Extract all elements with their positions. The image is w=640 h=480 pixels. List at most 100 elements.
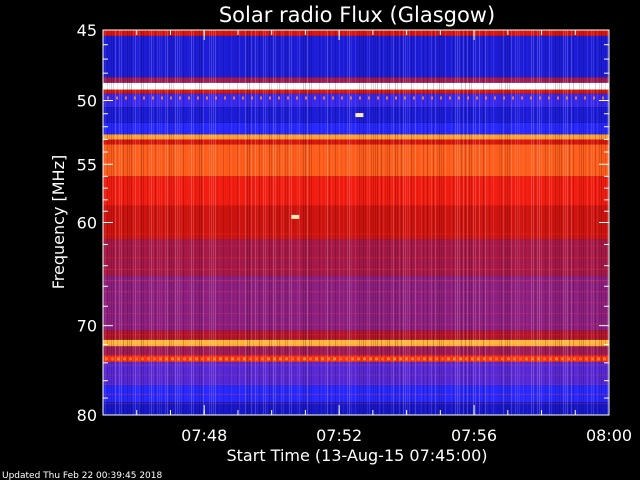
texture-dot [260,96,262,100]
texture-dot [381,357,384,361]
texture-column [385,30,386,415]
texture-dot [395,96,397,100]
texture-dot [153,357,156,361]
texture-column [415,30,416,415]
texture-dot [543,357,546,361]
texture-column [559,30,560,415]
texture-dot [549,357,552,361]
texture-column [219,30,220,415]
spectral-band [103,276,609,331]
texture-column [355,30,356,415]
texture-column [531,30,532,415]
spectral-band [103,144,609,177]
texture-column [371,30,372,415]
y-tick-label: 80 [77,406,97,425]
texture-column [187,30,188,415]
texture-column [495,30,496,415]
y-tick-label: 70 [77,317,97,336]
texture-column [519,30,520,415]
texture-dot [537,357,540,361]
spectrogram-plot-area [102,29,610,416]
texture-column [507,30,508,415]
texture-dot [477,357,480,361]
texture-column [123,30,124,415]
texture-column [171,30,172,415]
spectral-band [103,82,609,90]
texture-column [203,30,204,415]
texture-column [113,30,114,415]
texture-column [199,30,200,415]
texture-column [313,30,314,415]
texture-column [197,30,198,415]
texture-column [447,30,448,415]
texture-column [395,30,396,415]
updated-timestamp: Updated Thu Feb 22 00:39:45 2018 [2,471,163,480]
texture-column [363,30,364,415]
texture-dot [357,357,360,361]
texture-dot [453,357,456,361]
texture-column [153,30,154,415]
texture-column [265,30,266,415]
texture-column [243,30,244,415]
texture-dot [368,96,370,100]
x-tick-label: 07:52 [316,426,362,445]
texture-column [389,30,390,415]
texture-column [147,30,148,415]
y-tick-label: 45 [77,21,97,40]
texture-dot [363,357,366,361]
texture-column [271,30,272,415]
texture-dot [117,357,120,361]
texture-column [455,30,456,415]
texture-dot [507,357,510,361]
texture-column [509,30,510,415]
texture-dot [530,96,532,100]
texture-dot [291,357,294,361]
texture-dot [429,357,432,361]
radio-burst [355,113,364,118]
texture-column [249,30,250,415]
texture-dot [483,357,486,361]
texture-column [485,30,486,415]
texture-column [377,30,378,415]
texture-dot [261,357,264,361]
texture-column [597,30,598,415]
texture-column [253,30,254,415]
texture-column [127,30,128,415]
texture-column [515,30,516,415]
texture-column [257,30,258,415]
texture-dot [285,357,288,361]
y-axis-label: Frequency [MHz] [49,155,68,289]
texture-column [465,30,466,415]
texture-column [491,30,492,415]
texture-column [439,30,440,415]
texture-column [269,30,270,415]
texture-column [175,30,176,415]
texture-dot [440,96,442,100]
texture-dot [206,96,208,100]
texture-dot [405,357,408,361]
texture-dot [513,357,516,361]
texture-column [427,30,428,415]
texture-column [591,30,592,415]
texture-column [541,30,542,415]
texture-column [517,30,518,415]
texture-column [403,30,404,415]
texture-dot [135,357,138,361]
texture-dot [116,96,118,100]
texture-column [141,30,142,415]
texture-column [225,30,226,415]
texture-column [561,30,562,415]
texture-column [483,30,484,415]
texture-dot [255,357,258,361]
texture-dot [377,96,379,100]
texture-column [337,30,338,415]
texture-column [381,30,382,415]
texture-column [227,30,228,415]
texture-dot [134,96,136,100]
texture-dot [555,357,558,361]
spectral-band [103,355,609,362]
texture-row [103,403,609,405]
texture-column [137,30,138,415]
texture-dot [195,357,198,361]
texture-column [545,30,546,415]
